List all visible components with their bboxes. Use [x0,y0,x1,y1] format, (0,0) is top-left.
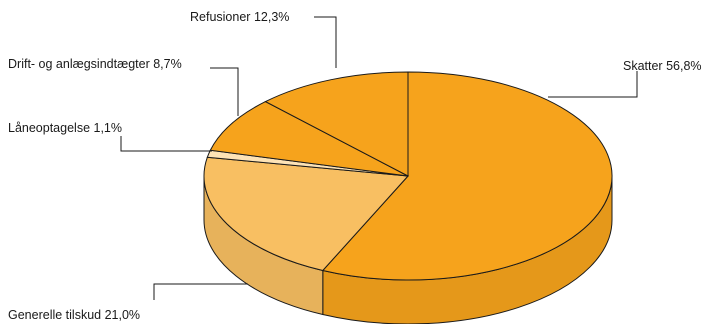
label-name: Generelle tilskud [8,308,105,322]
label-name: Refusioner [190,10,254,24]
label-value: 8,7% [153,57,182,71]
pie-tops [203,71,613,281]
label-refusioner: Refusioner 12,3% [190,10,289,24]
label-value: 56,8% [666,59,701,73]
label-value: 1,1% [94,121,123,135]
slice-drift-og-anlaegsindtaegter [209,101,409,177]
slice-generelle-tilskud [203,156,410,272]
leader-generelle-tilskud [153,283,248,300]
label-value: 12,3% [254,10,289,24]
label-generelle-tilskud: Generelle tilskud 21,0% [8,308,140,322]
label-name: Skatter [623,59,666,73]
label-name: Låneoptagelse [8,121,94,135]
label-laaneoptagelse: Låneoptagelse 1,1% [8,121,122,135]
leader-refusioner [314,16,337,68]
slice-labels: Skatter 56,8% Generelle tilskud 21,0% Låne… [8,10,702,322]
leader-lines [120,16,638,300]
label-name: Drift- og anlægsindtægter [8,57,153,71]
slice-skatter [321,71,613,281]
label-skatter: Skatter 56,8% [623,59,702,73]
slice-refusioner [264,71,409,177]
leader-drift-og-anlaegsindtaegter [210,67,239,116]
label-drift-og-anlaegsindtaegter: Drift- og anlægsindtægter 8,7% [8,57,182,71]
leader-skatter [548,71,638,98]
leader-laaneoptagelse [120,136,212,152]
label-value: 21,0% [105,308,140,322]
